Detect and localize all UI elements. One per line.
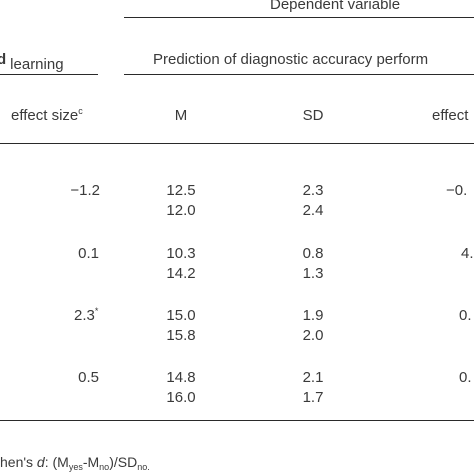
col-effect-cut: effect bbox=[432, 107, 469, 124]
row-1-effect2: −0. bbox=[446, 182, 468, 199]
left-group-label: learning bbox=[10, 56, 64, 73]
row-4-effect2: 0. bbox=[459, 369, 472, 386]
row-4-m-1: 14.8 bbox=[166, 369, 196, 386]
row-2-m-2: 14.2 bbox=[166, 265, 196, 282]
row-1-sd-2: 2.4 bbox=[302, 202, 324, 219]
row-3-m-1: 15.0 bbox=[166, 307, 196, 324]
row-2-effect: 0.1 bbox=[78, 245, 99, 262]
row-2-sd-1: 0.8 bbox=[302, 245, 324, 262]
row-4-sd-1: 2.1 bbox=[302, 369, 324, 386]
right-group-rule bbox=[124, 74, 474, 75]
row-3-effect2: 0. bbox=[459, 307, 472, 324]
col-effect-size: effect sizec bbox=[11, 106, 83, 125]
footnote: hen's d: (Myes-Mno)/SDno. bbox=[0, 454, 150, 472]
significance-mark: * bbox=[94, 306, 99, 316]
left-group-prefix: d bbox=[0, 51, 6, 68]
left-group-heading: d learning bbox=[0, 51, 64, 74]
row-1-sd-1: 2.3 bbox=[302, 182, 324, 199]
left-group-rule bbox=[0, 74, 98, 75]
row-4-effect: 0.5 bbox=[78, 369, 99, 386]
row-4-m-2: 16.0 bbox=[166, 389, 196, 406]
header-rule bbox=[0, 143, 474, 144]
row-1-m-1: 12.5 bbox=[166, 182, 196, 199]
row-4-sd-2: 1.7 bbox=[302, 389, 324, 406]
effect-size-footnote-mark: c bbox=[78, 106, 83, 116]
row-1-m-2: 12.0 bbox=[166, 202, 196, 219]
col-sd: SD bbox=[302, 107, 324, 124]
dependent-variable-heading: Dependent variable bbox=[270, 0, 401, 13]
row-2-sd-2: 1.3 bbox=[302, 265, 324, 282]
top-rule bbox=[124, 17, 474, 18]
row-3-m-2: 15.8 bbox=[166, 327, 196, 344]
row-1-effect: −1.2 bbox=[70, 182, 100, 199]
col-mean: M bbox=[174, 107, 188, 124]
row-3-effect: 2.3* bbox=[74, 306, 99, 325]
row-2-m-1: 10.3 bbox=[166, 245, 196, 262]
row-3-sd-2: 2.0 bbox=[302, 327, 324, 344]
right-group-heading: Prediction of diagnostic accuracy perfor… bbox=[153, 51, 429, 68]
row-2-effect2: 4. bbox=[461, 245, 474, 262]
row-3-sd-1: 1.9 bbox=[302, 307, 324, 324]
bottom-rule bbox=[0, 420, 474, 421]
